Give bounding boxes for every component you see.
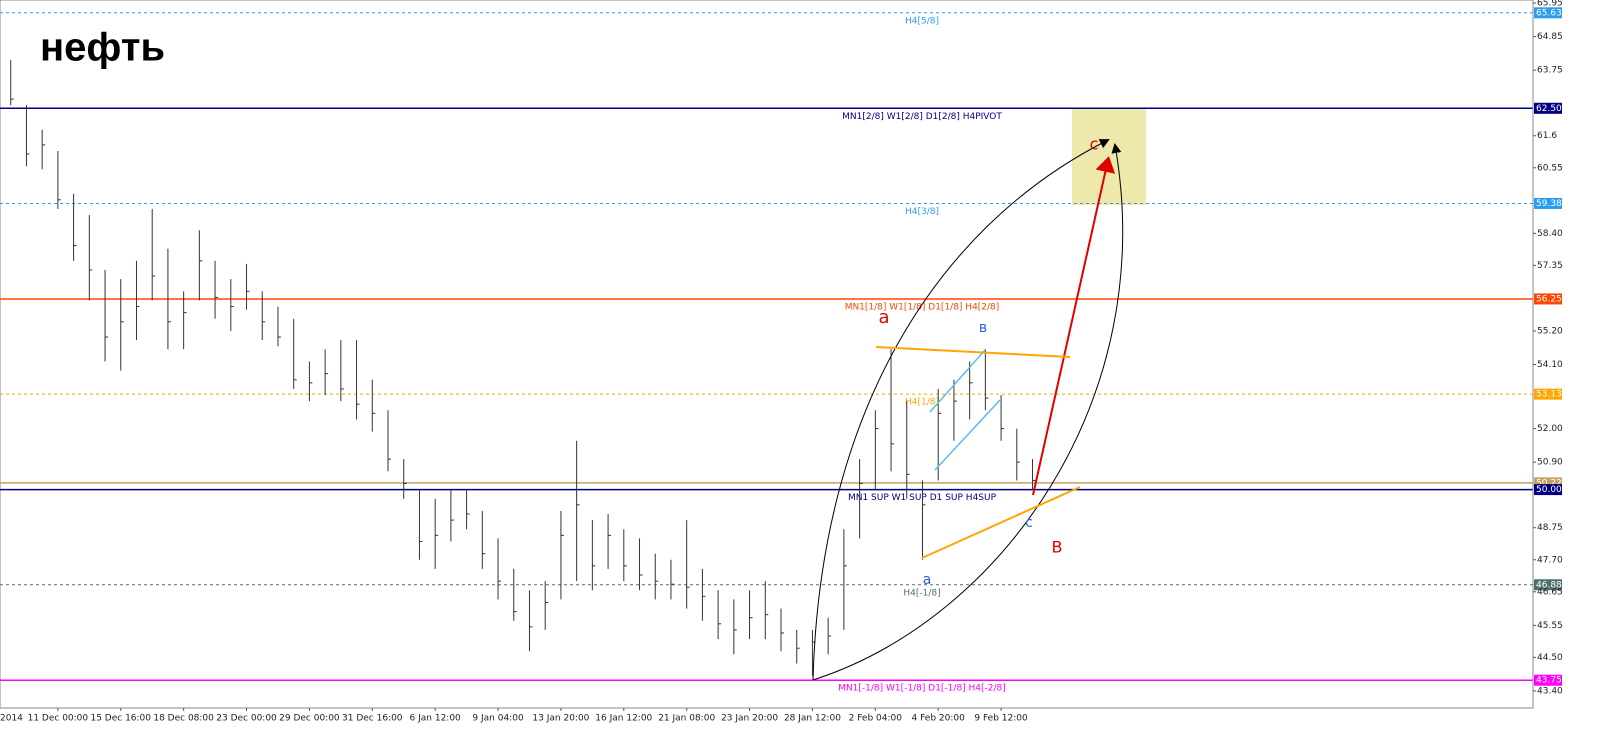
x-tick-label: 23 Jan 20:00 — [721, 714, 778, 724]
wave-label: в — [979, 320, 987, 336]
y-tick-label: 63.75 — [1537, 66, 1563, 76]
y-tick-label: 45.55 — [1537, 621, 1563, 631]
x-tick-label: 2 Feb 04:00 — [849, 714, 903, 724]
level-price-box — [1534, 102, 1562, 114]
level-price-box — [1534, 484, 1562, 496]
level-price: 50.00 — [1536, 485, 1562, 495]
x-tick-label: 15 Dec 16:00 — [90, 714, 151, 724]
level-label: H4[1/8] — [905, 398, 939, 408]
y-tick-label: 46.65 — [1537, 587, 1563, 597]
level-label: H4[3/8] — [905, 207, 939, 217]
x-tick-label: 16 Jan 12:00 — [595, 714, 652, 724]
x-tick-label: 23 Dec 00:00 — [216, 714, 277, 724]
level-price: 59.38 — [1536, 199, 1562, 209]
y-tick-label: 50.90 — [1537, 458, 1563, 468]
x-tick-label: 31 Dec 16:00 — [342, 714, 403, 724]
level-price: 56.25 — [1536, 294, 1562, 304]
level-price: 46.88 — [1536, 580, 1562, 590]
level-price: 43.75 — [1536, 676, 1562, 686]
level-price-box — [1534, 293, 1562, 305]
channel-line — [934, 399, 1001, 471]
drawings — [812, 139, 1124, 681]
y-tick-label: 47.70 — [1537, 555, 1563, 565]
y-tick-label: 54.10 — [1537, 360, 1563, 370]
level-price: 65.63 — [1536, 8, 1562, 18]
x-tick-label: 2014 — [0, 714, 23, 724]
level-price: 62.50 — [1536, 104, 1562, 114]
x-tick-label: 29 Dec 00:00 — [279, 714, 340, 724]
x-tick-label: 6 Jan 12:00 — [410, 714, 462, 724]
x-tick-label: 13 Jan 20:00 — [532, 714, 589, 724]
y-tick-label: 58.40 — [1537, 229, 1563, 239]
y-tick-label: 44.50 — [1537, 653, 1563, 663]
target-zone — [1072, 108, 1146, 205]
y-tick-label: 48.75 — [1537, 523, 1563, 533]
y-tick-label: 65.95 — [1537, 0, 1563, 9]
level-label: MN1[1/8] W1[1/8] D1[1/8] H4[2/8] — [845, 302, 1000, 312]
y-tick-label: 57.35 — [1537, 261, 1563, 271]
y-tick-label: 64.85 — [1537, 32, 1563, 42]
wave-label: a — [878, 307, 889, 328]
x-tick-label: 9 Jan 04:00 — [472, 714, 524, 724]
level-label: MN1[2/8] W1[2/8] D1[2/8] H4PIVOT — [842, 112, 1002, 122]
level-price-box — [1534, 197, 1562, 209]
x-tick-label: 4 Feb 20:00 — [912, 714, 966, 724]
arrow — [1032, 156, 1116, 496]
level-label: H4[5/8] — [905, 16, 939, 26]
x-tick-label: 18 Dec 08:00 — [153, 714, 214, 724]
wave-label: c — [1025, 515, 1033, 531]
level-price-box — [1534, 579, 1562, 591]
trend-line — [875, 346, 1071, 358]
level-price: 50.22 — [1536, 478, 1562, 488]
chart-title: нефть — [40, 26, 165, 70]
level-price-box — [1534, 388, 1562, 400]
x-tick-label: 9 Feb 12:00 — [974, 714, 1028, 724]
wave-label: a — [923, 572, 932, 588]
channel-line — [929, 349, 986, 413]
level-price-box — [1534, 477, 1562, 489]
level-price-box — [1534, 7, 1562, 19]
wave-label: B — [1052, 538, 1063, 557]
y-tick-label: 43.40 — [1537, 686, 1563, 696]
x-tick-label: 11 Dec 00:00 — [28, 714, 89, 724]
x-tick-label: 28 Jan 12:00 — [784, 714, 841, 724]
trend-line — [921, 486, 1081, 559]
level-label: MN1[-1/8] W1[-1/8] D1[-1/8] H4[-2/8] — [838, 684, 1006, 694]
arc — [812, 143, 1124, 681]
x-tick-label: 21 Jan 08:00 — [658, 714, 715, 724]
plot-area — [0, 0, 1534, 709]
level-price: 53.13 — [1536, 390, 1562, 400]
wave-label: c — [1090, 135, 1099, 154]
level-price-box — [1534, 674, 1562, 686]
y-tick-label: 60.55 — [1537, 163, 1563, 173]
y-tick-label: 52.00 — [1537, 424, 1563, 434]
level-label: H4[-1/8] — [903, 588, 940, 598]
y-tick-label: 55.20 — [1537, 326, 1563, 336]
arc — [812, 139, 1110, 681]
y-tick-label: 61.6 — [1537, 131, 1557, 141]
